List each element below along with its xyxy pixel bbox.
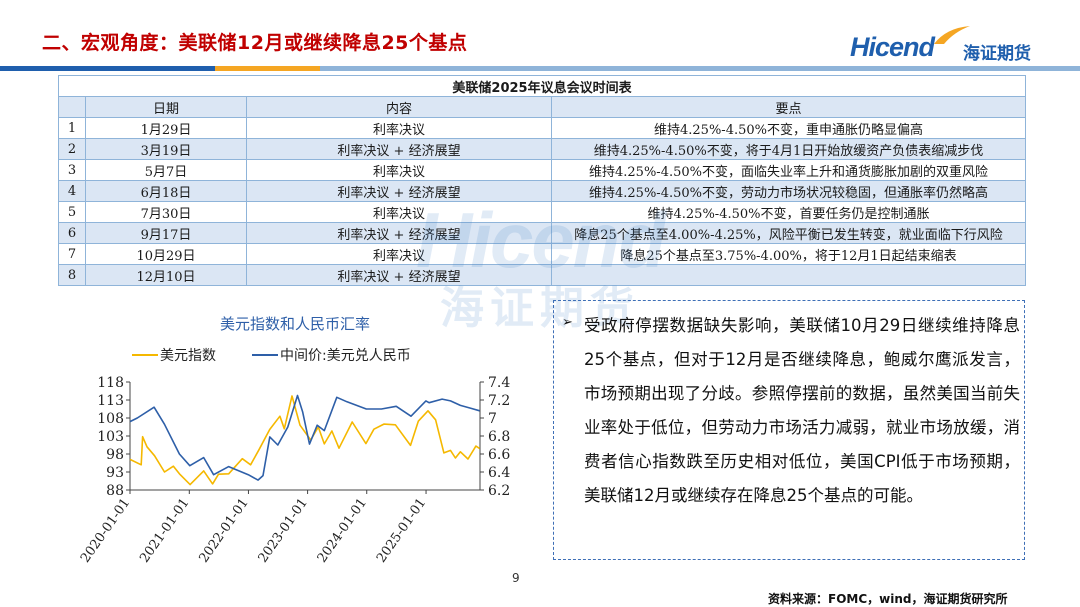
table-row: 6 9月17日 利率决议 + 经济展望 降息25个基点至4.00%-4.25%，风险平…	[58, 222, 1026, 244]
table-header-index	[58, 96, 86, 118]
legend-label-0: 美元指数	[160, 348, 216, 364]
row-point: 维持4.25%-4.50%不变，面临失业率上升和通货膨胀加剧的双重风险	[551, 159, 1026, 181]
row-content: 利率决议	[246, 201, 552, 223]
right-tick-label: 6.4	[488, 465, 510, 481]
row-index: 5	[58, 201, 86, 223]
commentary-text: 受政府停摆数据缺失影响，美联储10月29日继续维持降息25个基点，但对于12月是…	[584, 316, 1020, 505]
row-content: 利率决议 + 经济展望	[246, 264, 552, 286]
commentary-box: ➢ 受政府停摆数据缺失影响，美联储10月29日继续维持降息25个基点，但对于12…	[553, 300, 1025, 560]
table-row: 7 10月29日 利率决议 降息25个基点至3.75%-4.00%，将于12月1日起结…	[58, 243, 1026, 265]
bullet-arrow-icon: ➢	[562, 315, 573, 330]
series-line-0	[129, 395, 481, 486]
legend-label-1: 中间价:美元兑人民币	[280, 348, 411, 364]
row-point: 降息25个基点至3.75%-4.00%，将于12月1日起结束缩表	[551, 243, 1026, 265]
row-date: 6月18日	[85, 180, 247, 202]
row-index: 6	[58, 222, 86, 244]
right-tick-label: 7	[488, 411, 497, 427]
left-tick-label: 118	[97, 375, 124, 391]
chart-title: 美元指数和人民币汇率	[220, 315, 370, 333]
x-tick-label: 2020-01-01	[78, 496, 133, 566]
row-content: 利率决议 + 经济展望	[246, 222, 552, 244]
logo-latin: Hicend	[850, 32, 935, 62]
table-header-date: 日期	[85, 96, 247, 118]
row-content: 利率决议	[246, 117, 552, 139]
left-tick-label: 113	[97, 393, 124, 409]
row-content: 利率决议 + 经济展望	[246, 180, 552, 202]
fomc-schedule-table: 美联储2025年议息会议时间表 日期 内容 要点 1 1月29日 利率决议 维持4.2…	[58, 75, 1026, 286]
row-date: 7月30日	[85, 201, 247, 223]
x-tick-label: 2022-01-01	[196, 496, 251, 566]
table-header-point: 要点	[551, 96, 1026, 118]
x-tick-label: 2024-01-01	[315, 496, 370, 566]
right-tick-label: 6.2	[488, 483, 510, 499]
row-index: 7	[58, 243, 86, 265]
row-index: 4	[58, 180, 86, 202]
row-date: 10月29日	[85, 243, 247, 265]
x-tick-label: 2025-01-01	[374, 496, 429, 566]
row-date: 9月17日	[85, 222, 247, 244]
table-row: 8 12月10日 利率决议 + 经济展望	[58, 264, 1026, 286]
left-tick-label: 103	[97, 429, 124, 445]
right-tick-label: 7.4	[488, 375, 510, 391]
row-index: 1	[58, 117, 86, 139]
x-tick-label: 2023-01-01	[256, 496, 311, 566]
row-content: 利率决议 + 经济展望	[246, 138, 552, 160]
left-tick-label: 108	[97, 411, 124, 427]
logo-cn: 海证期货	[963, 44, 1031, 64]
row-date: 12月10日	[85, 264, 247, 286]
x-tick-label: 2021-01-01	[137, 496, 192, 566]
row-date: 5月7日	[85, 159, 247, 181]
table-row: 4 6月18日 利率决议 + 经济展望 维持4.25%-4.50%不变，劳动力市场状况…	[58, 180, 1026, 202]
page-number: 9	[512, 571, 520, 585]
row-date: 1月29日	[85, 117, 247, 139]
table-header-content: 内容	[246, 96, 552, 118]
row-point: 降息25个基点至4.00%-4.25%，风险平衡已发生转变，就业面临下行风险	[551, 222, 1026, 244]
header-color-band	[0, 66, 1080, 71]
right-tick-label: 7.2	[488, 393, 510, 409]
table-row: 3 5月7日 利率决议 维持4.25%-4.50%不变，面临失业率上升和通货膨胀加剧的…	[58, 159, 1026, 181]
row-content: 利率决议	[246, 159, 552, 181]
right-tick-label: 6.6	[488, 447, 510, 463]
row-point: 维持4.25%-4.50%不变，劳动力市场状况较稳固，但通胀率仍然略高	[551, 180, 1026, 202]
left-tick-label: 93	[106, 465, 124, 481]
table-row: 5 7月30日 利率决议 维持4.25%-4.50%不变，首要任务仍是控制通胀	[58, 201, 1026, 223]
row-point: 维持4.25%-4.50%不变，将于4月1日开始放缓资产负债表缩减步伐	[551, 138, 1026, 160]
row-point: 维持4.25%-4.50%不变，首要任务仍是控制通胀	[551, 201, 1026, 223]
left-tick-label: 88	[106, 483, 124, 499]
row-point: 维持4.25%-4.50%不变，重申通胀仍略显偏高	[551, 117, 1026, 139]
right-tick-label: 6.8	[488, 429, 510, 445]
row-content: 利率决议	[246, 243, 552, 265]
row-index: 3	[58, 159, 86, 181]
logo-swoosh-icon	[934, 26, 970, 44]
row-point	[551, 264, 1026, 286]
row-index: 2	[58, 138, 86, 160]
series-line-1	[129, 394, 480, 481]
source-note: 资料来源：FOMC，wind，海证期货研究所	[768, 592, 1008, 606]
table-row: 2 3月19日 利率决议 + 经济展望 维持4.25%-4.50%不变，将于4月1日开…	[58, 138, 1026, 160]
table-caption: 美联储2025年议息会议时间表	[58, 75, 1026, 97]
row-date: 3月19日	[85, 138, 247, 160]
left-tick-label: 98	[106, 447, 124, 463]
slide-title: 二、宏观角度：美联储12月或继续降息25个基点	[42, 32, 468, 54]
row-index: 8	[58, 264, 86, 286]
table-row: 1 1月29日 利率决议 维持4.25%-4.50%不变，重申通胀仍略显偏高	[58, 117, 1026, 139]
